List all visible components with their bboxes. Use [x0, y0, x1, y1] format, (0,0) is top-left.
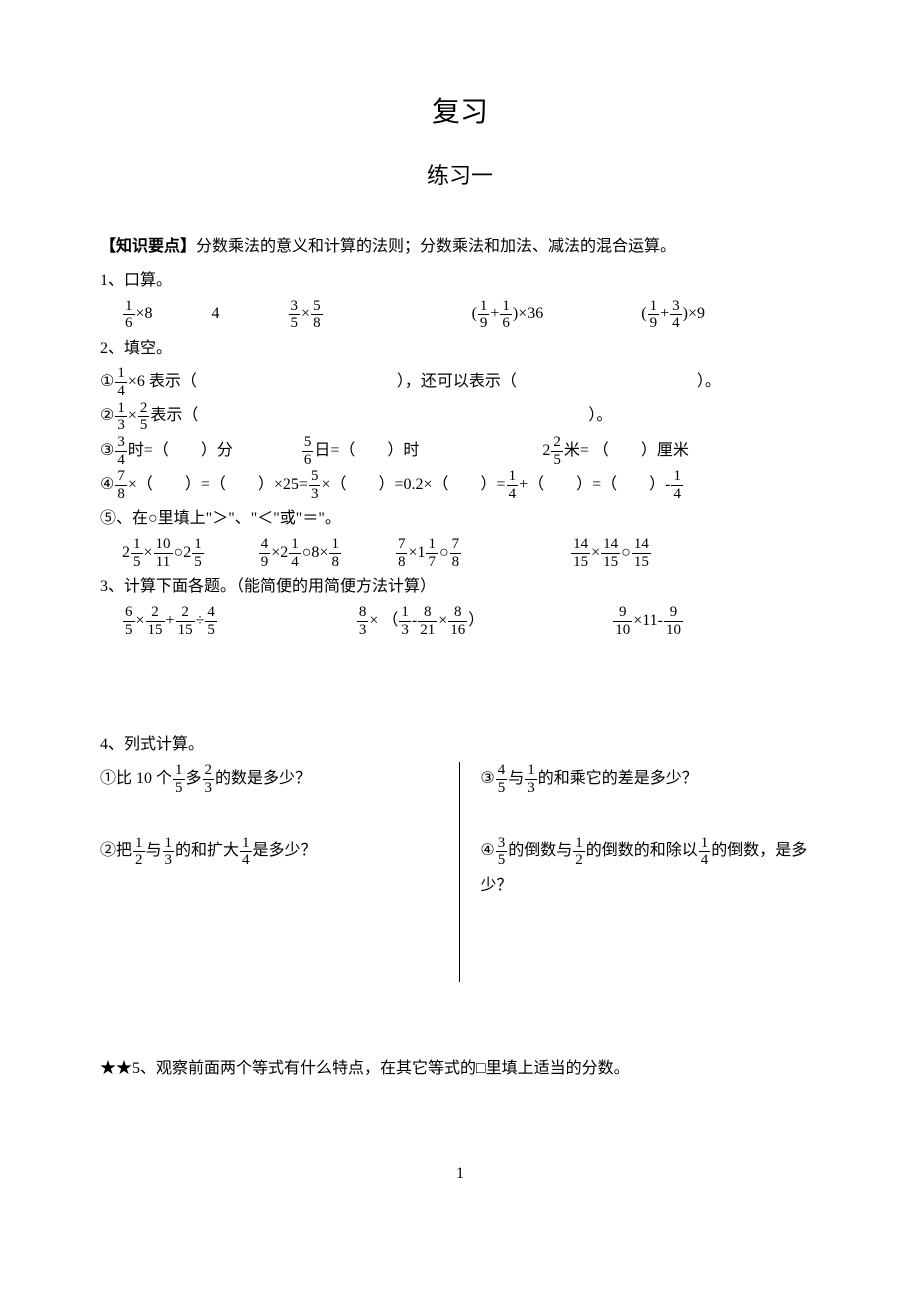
fraction: 215 [176, 604, 195, 638]
fraction: 14 [289, 536, 301, 570]
fraction: 45 [205, 604, 217, 638]
fraction: 56 [302, 434, 314, 468]
fraction: 16 [123, 298, 135, 332]
fraction: 78 [450, 536, 462, 570]
fraction: 14 [115, 365, 127, 399]
q1-row: 16×8 4 35×58 (19+16)×36 (19+34)×9 [100, 297, 820, 331]
page-number: 1 [100, 1165, 820, 1183]
fraction: 15 [192, 536, 204, 570]
fraction: 15 [173, 762, 185, 796]
q4-left-column: ①比 10 个15多23的数是多少？ ②把12与13的和扩大14是多少？ [100, 762, 451, 869]
fraction: 215 [146, 604, 165, 638]
fraction: 821 [418, 604, 437, 638]
knowledge-text: 分数乘法的意义和计算的法则；分数乘法和加法、减法的混合运算。 [196, 238, 676, 255]
fraction: 65 [123, 604, 135, 638]
q4-4: ④35的倒数与12的倒数的和除以14的倒数，是多少？ [480, 834, 808, 902]
q1-label: 1、口算。 [100, 264, 820, 298]
q3-row: 65×215+215÷45 83× （13-821×816） 910×11-91… [100, 604, 820, 638]
fraction: 78 [396, 536, 408, 570]
q4-2: ②把12与13的和扩大14是多少？ [100, 834, 439, 868]
q4-right-column: ③45与13的和乘它的差是多少？ ④35的倒数与12的倒数的和除以14的倒数，是… [468, 762, 820, 902]
q5-label: ★★5、观察前面两个等式有什么特点，在其它等式的□里填上适当的分数。 [100, 1052, 820, 1086]
fraction: 15 [131, 536, 143, 570]
fraction: 14 [240, 835, 252, 869]
fraction: 16 [500, 298, 512, 332]
fraction: 910 [613, 604, 632, 638]
fraction: 13 [525, 762, 537, 796]
fraction: 13 [163, 835, 175, 869]
fraction: 25 [551, 434, 563, 468]
fraction: 910 [664, 604, 683, 638]
q3-label: 3、计算下面各题。（能简便的用简便方法计算） [100, 570, 820, 604]
fraction: 1415 [571, 536, 590, 570]
q2-5-row: 215×1011○215 49×214○8×18 78×117○78 1415×… [100, 536, 820, 570]
q2-label: 2、填空。 [100, 332, 820, 366]
q4-1: ①比 10 个15多23的数是多少？ [100, 762, 439, 796]
fraction: 19 [648, 298, 660, 332]
fraction: 34 [115, 434, 127, 468]
fraction: 17 [426, 536, 438, 570]
fraction: 35 [289, 298, 301, 332]
fraction: 14 [699, 835, 711, 869]
q2-4: ④78×（ ）=（ ）×25=53×（ ）=0.2×（ ）=14+（ ）=（ ）… [100, 468, 820, 502]
fraction: 53 [309, 468, 321, 502]
knowledge-points: 【知识要点】分数乘法的意义和计算的法则；分数乘法和加法、减法的混合运算。 [100, 230, 820, 264]
q4-3: ③45与13的和乘它的差是多少？ [480, 762, 808, 796]
worksheet-page: 复习 练习一 【知识要点】分数乘法的意义和计算的法则；分数乘法和加法、减法的混合… [0, 0, 920, 1223]
q2-2: ②13×25表示（）。 [100, 399, 820, 433]
fraction: 1011 [154, 536, 173, 570]
fraction: 78 [115, 468, 127, 502]
fraction: 14 [507, 468, 519, 502]
fraction: 23 [203, 762, 215, 796]
fraction: 58 [311, 298, 323, 332]
fraction: 816 [448, 604, 467, 638]
fraction: 14 [671, 468, 683, 502]
sub-title: 练习一 [100, 158, 820, 190]
q2-1: ①14×6 表示（），还可以表示（）。 [100, 365, 820, 399]
fraction: 83 [357, 604, 369, 638]
fraction: 49 [259, 536, 271, 570]
fraction: 34 [670, 298, 682, 332]
fraction: 18 [329, 536, 341, 570]
knowledge-label: 【知识要点】 [100, 238, 196, 255]
fraction: 1415 [601, 536, 620, 570]
fraction: 19 [478, 298, 490, 332]
q2-5-label: ⑤、在○里填上"＞"、"＜"或"＝"。 [100, 502, 820, 536]
fraction: 35 [496, 835, 508, 869]
q2-3: ③34时=（ ）分 56日=（ ）时 225米= （ ）厘米 [100, 434, 820, 468]
column-divider [459, 762, 460, 982]
fraction: 13 [399, 604, 411, 638]
fraction: 1415 [632, 536, 651, 570]
fraction: 12 [133, 835, 145, 869]
q4-label: 4、列式计算。 [100, 728, 820, 762]
fraction: 12 [573, 835, 585, 869]
main-title: 复习 [100, 90, 820, 130]
q4-columns: ①比 10 个15多23的数是多少？ ②把12与13的和扩大14是多少？ ③45… [100, 762, 820, 982]
fraction: 13 [115, 400, 127, 434]
fraction: 25 [138, 400, 150, 434]
fraction: 45 [496, 762, 508, 796]
